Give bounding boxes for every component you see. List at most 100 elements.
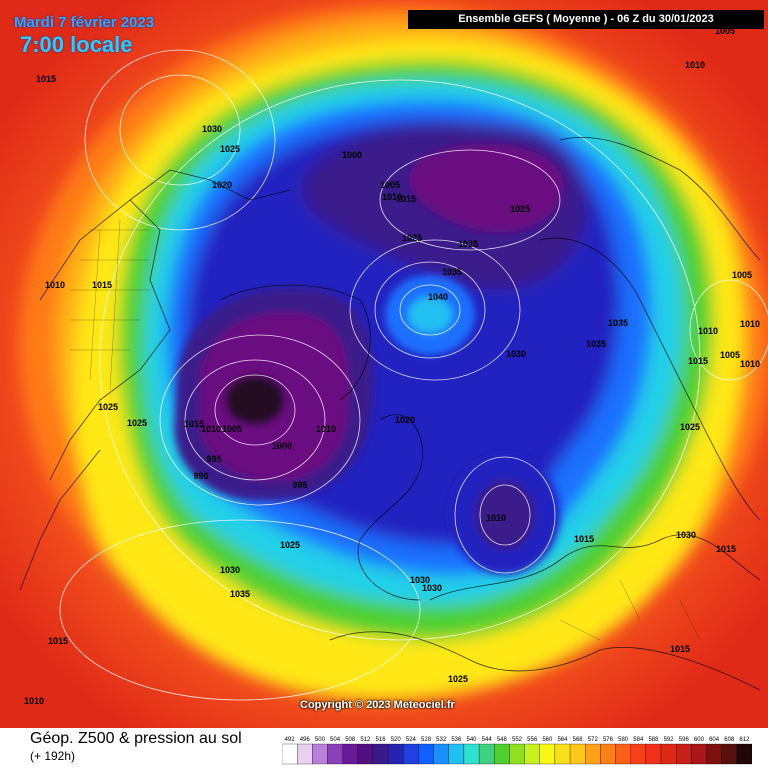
isobar-label: 1015 xyxy=(670,644,690,654)
scale-tick-label: 564 xyxy=(557,737,568,743)
purple-core-north xyxy=(408,143,564,233)
scale-tick-label: 588 xyxy=(648,737,659,743)
scale-tick-label: 600 xyxy=(694,737,705,743)
forecast-date: Mardi 7 février 2023 xyxy=(14,14,155,31)
run-info-banner: Ensemble GEFS ( Moyenne ) - 06 Z du 30/0… xyxy=(408,10,764,29)
isobar-label: 1020 xyxy=(395,415,415,425)
isobar-label: 1015 xyxy=(184,419,204,429)
scale-tick-label: 568 xyxy=(573,737,584,743)
scale-tick-label: 560 xyxy=(542,737,553,743)
isobar-label: 1000 xyxy=(272,441,292,451)
isobar-label: 1030 xyxy=(410,575,430,585)
isobar-label: 1005 xyxy=(380,180,400,190)
isobar-line xyxy=(119,74,241,186)
scale-tick-label: 608 xyxy=(724,737,735,743)
isobar-label: 1005 xyxy=(732,270,752,280)
coastline xyxy=(219,284,371,401)
isobar-label: 1035 xyxy=(230,589,250,599)
isobar-line xyxy=(379,149,561,251)
isobar-label: 1010 xyxy=(45,280,65,290)
scale-tick-label: 552 xyxy=(512,737,523,743)
isobar-line xyxy=(159,334,361,506)
scale-tick-label: 536 xyxy=(451,737,462,743)
scale-swatch xyxy=(342,743,358,765)
chart-subtitle: (+ 192h) xyxy=(30,749,76,763)
isobar-label: 1015 xyxy=(92,280,112,290)
isobar-line xyxy=(59,519,421,701)
scale-swatch xyxy=(448,743,465,765)
isobar-label: 1010 xyxy=(486,513,506,523)
scale-swatch xyxy=(615,743,631,765)
scale-swatch xyxy=(569,743,586,765)
scale-swatch xyxy=(297,743,313,765)
isobar-label: 1010 xyxy=(698,326,718,336)
scale-swatch xyxy=(357,743,374,765)
isobar-line xyxy=(99,79,701,641)
isobar-line xyxy=(374,261,486,359)
isobar-lines xyxy=(59,49,768,701)
isobar-label: 1025 xyxy=(98,402,118,412)
isobar-labels: 1005 1010 1015 1030 1025 1020 1000 1005 1010 1015… xyxy=(24,26,760,706)
isobar-label: 1020 xyxy=(212,180,232,190)
isobar-label: 1025 xyxy=(280,540,300,550)
coastline xyxy=(559,136,761,261)
isobar-label: 1010 xyxy=(316,424,336,434)
isobar-label: 1025 xyxy=(448,674,468,684)
scale-tick-label: 496 xyxy=(300,737,311,743)
scale-swatch xyxy=(282,743,298,765)
legend-footer: Géop. Z500 & pression au sol (+ 192h) 49… xyxy=(0,728,768,768)
scale-swatch xyxy=(478,743,495,765)
isobar-label: 1010 xyxy=(382,192,402,202)
isobar-label: 1005 xyxy=(222,424,242,434)
scale-tick-label: 556 xyxy=(527,737,538,743)
coastline xyxy=(429,534,761,601)
scale-swatch xyxy=(676,743,692,765)
scale-tick-label: 540 xyxy=(467,737,478,743)
scale-swatch xyxy=(463,743,480,765)
isobar-label: 1030 xyxy=(506,349,526,359)
isobar-label: 1015 xyxy=(574,534,594,544)
isobar-line xyxy=(479,484,531,546)
arctic-high-core xyxy=(408,297,452,333)
europe-low-core xyxy=(475,480,535,550)
isobar-label: 1005 xyxy=(720,350,740,360)
isobar-label: 1040 xyxy=(428,292,448,302)
scale-tick-label: 572 xyxy=(588,737,599,743)
scale-swatch xyxy=(387,743,404,765)
scale-swatch xyxy=(539,743,556,765)
isobar-label: 1030 xyxy=(422,583,442,593)
isobar-line xyxy=(84,49,276,231)
coastline xyxy=(329,631,761,691)
isobar-label: 1035 xyxy=(586,339,606,349)
scale-swatch xyxy=(600,743,616,765)
isobar-label: 995 xyxy=(292,480,307,490)
isobar-line xyxy=(349,239,521,381)
isobar-label: 1030 xyxy=(202,124,222,134)
border-line xyxy=(70,219,150,391)
isobar-label: 995 xyxy=(206,454,221,464)
scale-swatch xyxy=(418,743,434,765)
scale-tick-label: 500 xyxy=(315,737,326,743)
scale-swatch xyxy=(585,743,601,765)
coastlines xyxy=(19,136,761,691)
scale-tick-label: 596 xyxy=(679,737,690,743)
scale-tick-label: 544 xyxy=(482,737,493,743)
coastline xyxy=(39,199,171,481)
isobar-label: 1035 xyxy=(608,318,628,328)
scale-swatch xyxy=(736,743,752,765)
isobar-line xyxy=(454,456,556,574)
isobar-label: 1015 xyxy=(716,544,736,554)
isobar-label: 1010 xyxy=(685,60,705,70)
scale-tick-label: 516 xyxy=(376,737,387,743)
coastline xyxy=(129,169,291,201)
isobar-line xyxy=(184,359,326,481)
isobar-label: 1010 xyxy=(24,696,44,706)
scale-tick-label: 580 xyxy=(618,737,629,743)
scale-tick-label: 592 xyxy=(664,737,675,743)
scale-tick-label: 492 xyxy=(285,737,296,743)
scale-swatch xyxy=(312,743,328,765)
scale-tick-label: 604 xyxy=(709,737,720,743)
scale-swatch xyxy=(721,743,737,765)
scale-swatch xyxy=(327,743,343,765)
